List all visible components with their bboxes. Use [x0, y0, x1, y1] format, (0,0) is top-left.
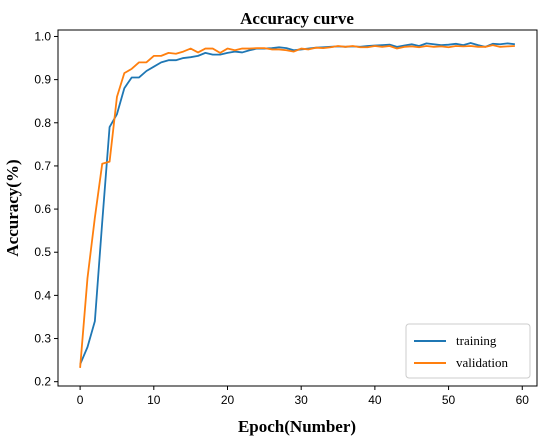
y-tick-label: 0.8: [34, 116, 51, 130]
series-line-validation: [79, 44, 515, 368]
x-tick-label: 30: [295, 393, 309, 407]
x-tick-label: 50: [442, 393, 456, 407]
y-tick-label: 0.2: [34, 375, 51, 389]
x-axis: 0 10 20 30 40 50 60: [77, 386, 529, 407]
legend-label-validation: validation: [456, 355, 508, 370]
y-tick-label: 0.5: [34, 245, 51, 259]
x-tick-label: 20: [221, 393, 235, 407]
legend-box: [405, 323, 531, 379]
y-tick-label: 0.9: [34, 73, 51, 87]
y-axis: 0.2 0.3 0.4 0.5 0.6 0.7 0.8 0.9 1.0: [34, 29, 58, 389]
x-tick-label: 40: [368, 393, 382, 407]
y-axis-label: Accuracy(%): [3, 159, 22, 256]
chart-title: Accuracy curve: [240, 9, 354, 28]
y-tick-label: 0.3: [34, 332, 51, 346]
series-line-training: [79, 42, 515, 365]
y-tick-label: 0.6: [34, 202, 51, 216]
x-tick-label: 0: [77, 393, 84, 407]
x-tick-label: 60: [516, 393, 530, 407]
x-tick-label: 10: [147, 393, 161, 407]
y-tick-label: 1.0: [34, 29, 51, 43]
y-tick-label: 0.7: [34, 159, 51, 173]
legend-label-training: training: [456, 333, 497, 348]
series-layer: [79, 42, 515, 368]
plot-frame: [57, 29, 538, 387]
x-axis-label: Epoch(Number): [238, 417, 356, 436]
y-tick-label: 0.4: [34, 288, 51, 302]
legend: training validation: [405, 323, 531, 379]
